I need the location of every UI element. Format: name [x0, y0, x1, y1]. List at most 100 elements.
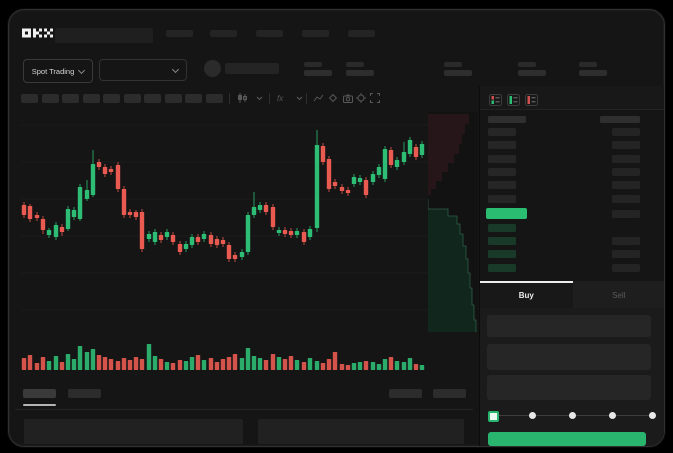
- pair-selector-dropdown[interactable]: [99, 59, 187, 81]
- amount-input[interactable]: [487, 344, 651, 370]
- slider-stop[interactable]: [528, 412, 536, 419]
- chevron-down-icon: [78, 66, 86, 74]
- timeframe-button-placeholder[interactable]: [144, 94, 161, 103]
- book-asks-icon[interactable]: [525, 93, 538, 106]
- timeframe-button-placeholder[interactable]: [21, 94, 38, 103]
- bottom-panel-placeholder: [258, 419, 464, 444]
- ticker-stat-label-placeholder: [444, 62, 462, 67]
- ticker-stat-value-placeholder: [518, 70, 546, 76]
- ask-amount-placeholder[interactable]: [612, 181, 640, 189]
- ask-price-placeholder[interactable]: [488, 168, 516, 176]
- ask-price-placeholder[interactable]: [488, 181, 516, 189]
- tab-buy-label: Buy: [518, 291, 534, 300]
- nav-item-placeholder[interactable]: [166, 30, 193, 37]
- ask-price-placeholder[interactable]: [488, 155, 516, 163]
- ask-price-placeholder[interactable]: [488, 141, 516, 149]
- ask-amount-placeholder[interactable]: [612, 168, 640, 176]
- tab-sell[interactable]: Sell: [572, 281, 664, 308]
- market-type-selector[interactable]: Spot Trading: [23, 59, 93, 83]
- settings-icon[interactable]: [356, 91, 366, 105]
- diamond-tool-icon[interactable]: [328, 91, 338, 105]
- tab-sell-label: Sell: [612, 291, 626, 300]
- slider-stop[interactable]: [568, 412, 576, 419]
- book-combined-icon[interactable]: [489, 93, 502, 106]
- timeframe-button-placeholder[interactable]: [103, 94, 120, 103]
- ticker-stat-value-placeholder: [444, 70, 472, 76]
- timeframe-button-placeholder[interactable]: [41, 94, 59, 103]
- bid-amount-placeholder[interactable]: [612, 237, 640, 245]
- bid-price-placeholder[interactable]: [488, 224, 516, 232]
- candle-type-icon[interactable]: [237, 91, 248, 105]
- bid-price-placeholder[interactable]: [488, 237, 516, 245]
- ask-amount-placeholder[interactable]: [612, 195, 640, 203]
- nav-item-placeholder[interactable]: [348, 30, 375, 37]
- chevron-down-icon: [171, 65, 180, 73]
- indicator-fx-icon[interactable]: fx: [277, 93, 284, 103]
- slider-handle[interactable]: [488, 411, 499, 422]
- order-book-amount-bar: [612, 210, 640, 218]
- order-book: [480, 109, 664, 282]
- divider: [269, 93, 270, 104]
- header-search-placeholder: [55, 28, 153, 43]
- tab-buy[interactable]: Buy: [480, 281, 573, 308]
- bid-amount-placeholder[interactable]: [612, 264, 640, 272]
- timeframe-button-placeholder[interactable]: [205, 94, 223, 103]
- depth-chart: [428, 112, 478, 332]
- ticker-stat-label-placeholder: [579, 62, 597, 67]
- timeframe-button-placeholder[interactable]: [185, 94, 202, 103]
- ask-price-placeholder[interactable]: [488, 128, 516, 136]
- slider-stop[interactable]: [608, 412, 616, 419]
- ticker-stat-label-placeholder: [346, 62, 364, 67]
- pair-name-placeholder: [225, 63, 279, 74]
- timeframe-button-placeholder[interactable]: [164, 94, 182, 103]
- order-book-and-trade-panel: Buy Sell: [479, 86, 664, 446]
- ask-price-placeholder[interactable]: [488, 195, 516, 203]
- trade-tabs: Buy Sell: [480, 281, 664, 308]
- chevron-down-icon[interactable]: [296, 91, 303, 105]
- bid-price-placeholder[interactable]: [488, 250, 516, 258]
- amount-column-header-placeholder: [600, 116, 640, 123]
- market-type-label: Spot Trading: [31, 66, 75, 76]
- fullscreen-icon[interactable]: [370, 91, 380, 105]
- ticker-stat-label-placeholder: [518, 62, 536, 67]
- book-bids-icon[interactable]: [507, 93, 520, 106]
- price-input[interactable]: [487, 315, 651, 337]
- candlestick-chart[interactable]: [21, 112, 428, 380]
- bottom-tab-placeholder[interactable]: [68, 389, 101, 398]
- bottom-tab-active-indicator: [23, 404, 56, 406]
- bottom-tab-active-placeholder[interactable]: [23, 389, 56, 398]
- price-column-header-placeholder: [488, 116, 526, 123]
- line-tool-icon[interactable]: [313, 91, 324, 105]
- trade-form: [480, 308, 664, 446]
- timeframe-button-placeholder[interactable]: [82, 94, 100, 103]
- divider: [306, 93, 307, 104]
- nav-item-placeholder[interactable]: [210, 30, 237, 37]
- ticker-stat-value-placeholder: [304, 70, 332, 76]
- bottom-action-placeholder[interactable]: [433, 389, 466, 398]
- ask-amount-placeholder[interactable]: [612, 128, 640, 136]
- total-input[interactable]: [487, 375, 651, 400]
- timeframe-button-placeholder[interactable]: [62, 94, 79, 103]
- divider: [229, 93, 230, 104]
- token-avatar: [204, 60, 221, 77]
- okx-logo: [22, 28, 53, 38]
- ticker-stat-value-placeholder: [579, 70, 607, 76]
- last-price-highlight: [486, 208, 527, 219]
- timeframe-button-placeholder[interactable]: [123, 94, 141, 103]
- ask-amount-placeholder[interactable]: [612, 155, 640, 163]
- bid-price-placeholder[interactable]: [488, 264, 516, 272]
- app-window: Spot Trading fx: [8, 9, 665, 447]
- slider-stop[interactable]: [648, 412, 656, 419]
- camera-icon[interactable]: [343, 91, 353, 105]
- ticker-stat-label-placeholder: [304, 62, 322, 67]
- nav-item-placeholder[interactable]: [256, 30, 283, 37]
- buy-submit-button[interactable]: [488, 432, 646, 446]
- divider: [15, 409, 473, 410]
- ask-amount-placeholder[interactable]: [612, 141, 640, 149]
- bid-amount-placeholder[interactable]: [612, 250, 640, 258]
- chevron-down-icon[interactable]: [256, 91, 263, 105]
- nav-item-placeholder[interactable]: [302, 30, 329, 37]
- ticker-stat-value-placeholder: [346, 70, 374, 76]
- bottom-action-placeholder[interactable]: [389, 389, 422, 398]
